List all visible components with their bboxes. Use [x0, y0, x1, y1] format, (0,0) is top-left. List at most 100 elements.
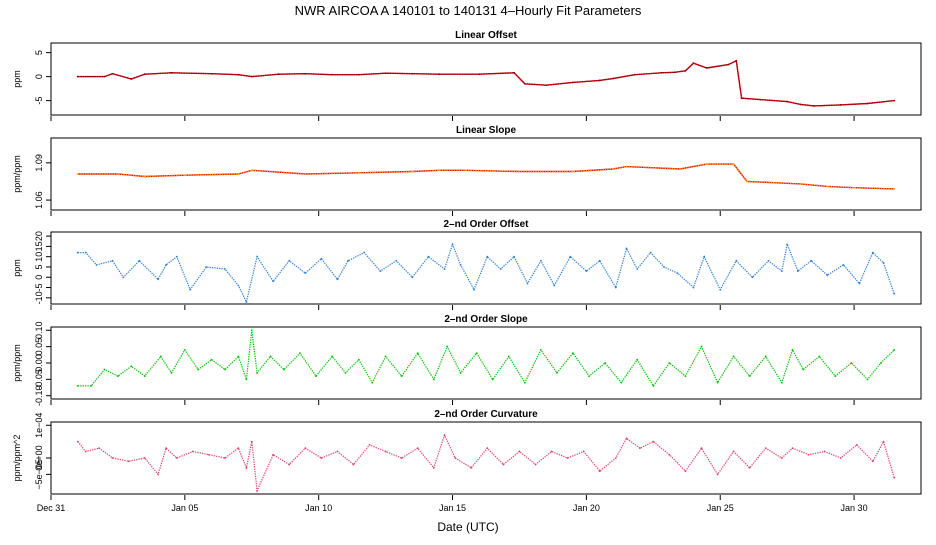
- y-tick-label: -10: [34, 291, 44, 304]
- data-point: [384, 355, 387, 358]
- data-point: [256, 489, 259, 492]
- y-tick-label: 5: [34, 50, 44, 55]
- data-point: [652, 440, 655, 443]
- plot-frame: [50, 42, 922, 116]
- data-point: [208, 453, 210, 456]
- data-point: [143, 175, 146, 178]
- data-point: [612, 77, 615, 80]
- data-point: [823, 450, 826, 453]
- data-point: [716, 381, 719, 384]
- data-point: [130, 78, 133, 80]
- data-point: [871, 251, 874, 254]
- data-point: [545, 84, 548, 87]
- data-point: [282, 368, 285, 371]
- y-axis-label: ppm: [12, 70, 22, 88]
- data-point: [379, 270, 382, 272]
- data-point: [748, 466, 751, 469]
- data-point: [250, 75, 253, 78]
- data-point: [159, 355, 162, 358]
- data-point: [357, 358, 360, 361]
- data-point: [165, 447, 168, 450]
- data-point: [625, 165, 628, 168]
- data-point: [502, 463, 505, 466]
- data-point: [395, 259, 398, 262]
- data-point: [598, 470, 601, 472]
- panel-title: 2–nd Order Curvature: [434, 409, 538, 420]
- data-point: [411, 276, 414, 279]
- y-tick-label: 0.00: [34, 354, 44, 372]
- data-point: [143, 457, 146, 459]
- data-point: [411, 170, 414, 173]
- y-axis-label: ppm/ppm: [12, 155, 22, 193]
- data-point: [534, 463, 537, 466]
- data-point: [299, 352, 301, 355]
- data-point: [438, 169, 441, 172]
- data-point: [818, 355, 821, 358]
- data-point: [553, 284, 556, 287]
- data-point: [432, 378, 435, 381]
- data-point: [157, 278, 159, 281]
- data-point: [250, 440, 253, 443]
- data-point: [459, 371, 462, 374]
- data-point: [871, 460, 874, 463]
- panel-5: 2–nd Order Curvature 1e−04 0e+00−5e−05 ppm/…: [12, 409, 922, 500]
- data-point: [331, 73, 333, 76]
- y-tick-label: 1e−04: [34, 413, 44, 438]
- series-line: [77, 433, 895, 493]
- data-point: [475, 352, 478, 355]
- data-point: [585, 270, 588, 272]
- data-point: [416, 447, 419, 450]
- plot-frame: [50, 231, 922, 305]
- data-point: [523, 82, 526, 85]
- data-point: [614, 457, 617, 459]
- data-point: [612, 168, 615, 170]
- series-line: [77, 163, 895, 190]
- data-point: [400, 375, 403, 377]
- data-point: [95, 264, 98, 266]
- data-point: [320, 257, 323, 260]
- data-point: [368, 444, 371, 446]
- data-point: [791, 349, 794, 351]
- data-point: [84, 450, 87, 453]
- figure-title: NWR AIRCOA A 140101 to 140131 4–Hourly F…: [295, 3, 642, 18]
- data-point: [839, 104, 842, 106]
- data-point: [550, 450, 553, 453]
- data-point: [569, 255, 572, 258]
- plot-frame: [50, 326, 922, 400]
- y-tick-label: 5: [34, 264, 44, 269]
- data-point: [705, 163, 708, 165]
- data-point: [250, 169, 253, 172]
- data-point: [842, 264, 845, 266]
- x-axis-label: Date (UTC): [437, 520, 498, 534]
- data-point: [799, 103, 802, 106]
- data-point: [499, 268, 502, 270]
- data-point: [625, 437, 628, 440]
- data-point: [288, 463, 291, 466]
- data-point: [76, 385, 79, 387]
- plot-frame: [50, 137, 922, 211]
- data-point: [866, 378, 869, 381]
- data-point: [764, 355, 767, 358]
- data-point: [518, 170, 521, 173]
- data-point: [772, 181, 775, 184]
- x-tick-label: Jan 25: [707, 503, 734, 513]
- data-point: [191, 450, 194, 453]
- data-point: [205, 266, 208, 268]
- data-point: [879, 362, 882, 364]
- data-point: [764, 447, 767, 450]
- data-point: [357, 171, 360, 174]
- data-point: [347, 259, 350, 262]
- data-point: [237, 355, 240, 358]
- y-tick-label: 0.10: [34, 322, 44, 340]
- data-point: [189, 288, 192, 291]
- y-tick-label: 0: [34, 74, 44, 79]
- data-point: [855, 444, 858, 446]
- data-point: [796, 270, 799, 272]
- data-point: [826, 185, 829, 188]
- data-point: [786, 100, 789, 103]
- data-point: [411, 72, 414, 75]
- data-point: [684, 470, 687, 472]
- data-point: [459, 264, 462, 266]
- data-point: [157, 473, 159, 476]
- y-tick-label: 1.06: [34, 191, 44, 209]
